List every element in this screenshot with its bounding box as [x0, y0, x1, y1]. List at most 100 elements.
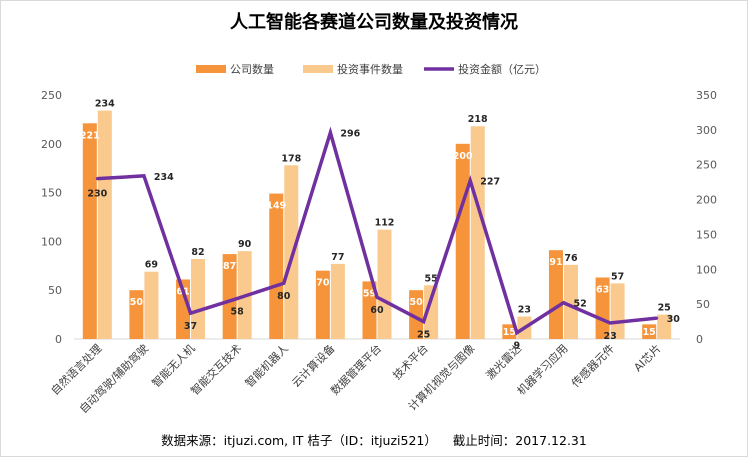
investment-amount-point: [142, 174, 146, 178]
bar-company-count: [222, 254, 237, 339]
bar-company-count: [362, 281, 377, 339]
line-data-label: 52: [573, 299, 586, 310]
category-label: 传感器元件: [569, 342, 617, 390]
line-data-label: 60: [370, 305, 384, 316]
legend-label: 投资事件数量: [337, 62, 403, 76]
line-data-label: 230: [87, 189, 107, 200]
bar-data-label: 91: [549, 257, 562, 268]
right-axis-tick-label: 250: [696, 159, 717, 172]
right-axis-tick-label: 350: [696, 89, 717, 102]
bar-data-label: 90: [238, 239, 252, 250]
bar-data-label: 200: [453, 151, 473, 162]
line-data-label: 30: [667, 314, 681, 325]
right-axis-tick-label: 100: [696, 263, 717, 276]
bar-data-label: 112: [375, 218, 395, 229]
bar-data-label: 82: [191, 247, 204, 258]
legend-label: 投资金额（亿元）: [458, 62, 546, 76]
bar-investment-events: [657, 314, 672, 339]
line-data-label: 9: [514, 341, 521, 352]
bar-investment-events: [563, 264, 578, 339]
right-axis-tick-label: 200: [696, 194, 717, 207]
investment-amount-point: [328, 131, 332, 135]
bar-company-count: [269, 193, 284, 339]
bar-data-label: 23: [518, 305, 531, 316]
investment-amount-point: [375, 295, 379, 299]
bar-company-count: [502, 324, 517, 339]
line-data-label: 23: [603, 331, 616, 342]
category-label: 技术平台: [390, 341, 431, 382]
bar-data-label: 76: [564, 253, 578, 264]
line-data-label: 227: [480, 177, 500, 188]
right-axis-tick-label: 50: [696, 298, 710, 311]
left-axis-tick-label: 250: [41, 89, 62, 102]
bar-data-label: 77: [331, 252, 344, 263]
bar-data-label: 178: [281, 153, 301, 164]
investment-amount-point: [235, 297, 239, 301]
bar-data-label: 59: [363, 288, 376, 299]
bar-investment-events: [610, 283, 625, 339]
bar-company-count: [176, 279, 191, 339]
line-data-label: 58: [231, 307, 245, 318]
investment-amount-point: [95, 177, 99, 181]
bar-data-label: 57: [611, 271, 624, 282]
line-data-label: 234: [154, 172, 174, 183]
left-axis-tick-label: 200: [41, 138, 62, 151]
investment-amount-point: [468, 179, 472, 183]
right-axis-tick-label: 0: [696, 333, 703, 346]
bar-data-label: 50: [409, 297, 423, 308]
bar-data-label: 69: [145, 260, 158, 271]
bar-data-label: 15: [503, 327, 516, 338]
data-source-note: 数据来源：itjuzi.com, IT 桔子（ID：itjuzi521） 截止时…: [161, 433, 587, 448]
bar-investment-events: [97, 110, 112, 339]
investment-amount-point: [515, 331, 519, 335]
bar-company-count: [642, 324, 657, 339]
bar-data-label: 221: [80, 130, 100, 141]
left-axis-tick-label: 50: [48, 284, 62, 297]
bar-investment-events: [191, 258, 206, 339]
bar-data-label: 50: [130, 297, 144, 308]
line-data-label: 80: [277, 291, 291, 302]
category-label: 云计算设备: [289, 341, 338, 390]
category-label: 智能机器人: [242, 341, 291, 390]
bar-data-label: 218: [468, 114, 488, 125]
category-label: 激光雷达: [483, 341, 524, 382]
left-axis-tick-label: 100: [41, 235, 62, 248]
bar-data-label: 234: [95, 99, 115, 110]
bar-investment-events: [144, 271, 159, 339]
right-axis-tick-label: 300: [696, 124, 717, 137]
line-data-label: 296: [340, 129, 360, 140]
chart-title: 人工智能各赛道公司数量及投资情况: [230, 12, 518, 33]
bar-data-label: 15: [643, 327, 656, 338]
bar-investment-events: [330, 263, 345, 339]
legend-swatch: [303, 65, 333, 73]
bar-company-count: [315, 270, 330, 339]
bar-data-label: 149: [266, 201, 286, 212]
bar-company-count: [548, 250, 563, 339]
bar-company-count: [82, 123, 97, 339]
investment-amount-point: [422, 320, 426, 324]
bar-investment-events: [377, 229, 392, 339]
investment-amount-point: [655, 316, 659, 320]
legend-label: 公司数量: [230, 63, 274, 76]
investment-amount-point: [561, 301, 565, 305]
bar-company-count: [409, 290, 424, 339]
bar-company-count: [129, 290, 144, 339]
bar-data-label: 70: [316, 278, 330, 289]
category-label: AI芯片: [631, 341, 664, 374]
bar-investment-events: [284, 165, 299, 339]
right-axis-tick-label: 150: [696, 228, 717, 241]
bar-data-label: 87: [223, 261, 236, 272]
left-axis-tick-label: 0: [55, 333, 62, 346]
bar-data-label: 25: [658, 303, 671, 314]
investment-amount-point: [282, 281, 286, 285]
category-label: 智能无人机: [149, 341, 198, 390]
investment-amount-point: [608, 321, 612, 325]
line-data-label: 25: [417, 330, 430, 341]
bar-company-count: [595, 277, 610, 339]
line-data-label: 37: [184, 321, 197, 332]
bar-company-count: [455, 143, 470, 339]
investment-amount-point: [189, 311, 193, 315]
legend-swatch: [196, 65, 226, 73]
